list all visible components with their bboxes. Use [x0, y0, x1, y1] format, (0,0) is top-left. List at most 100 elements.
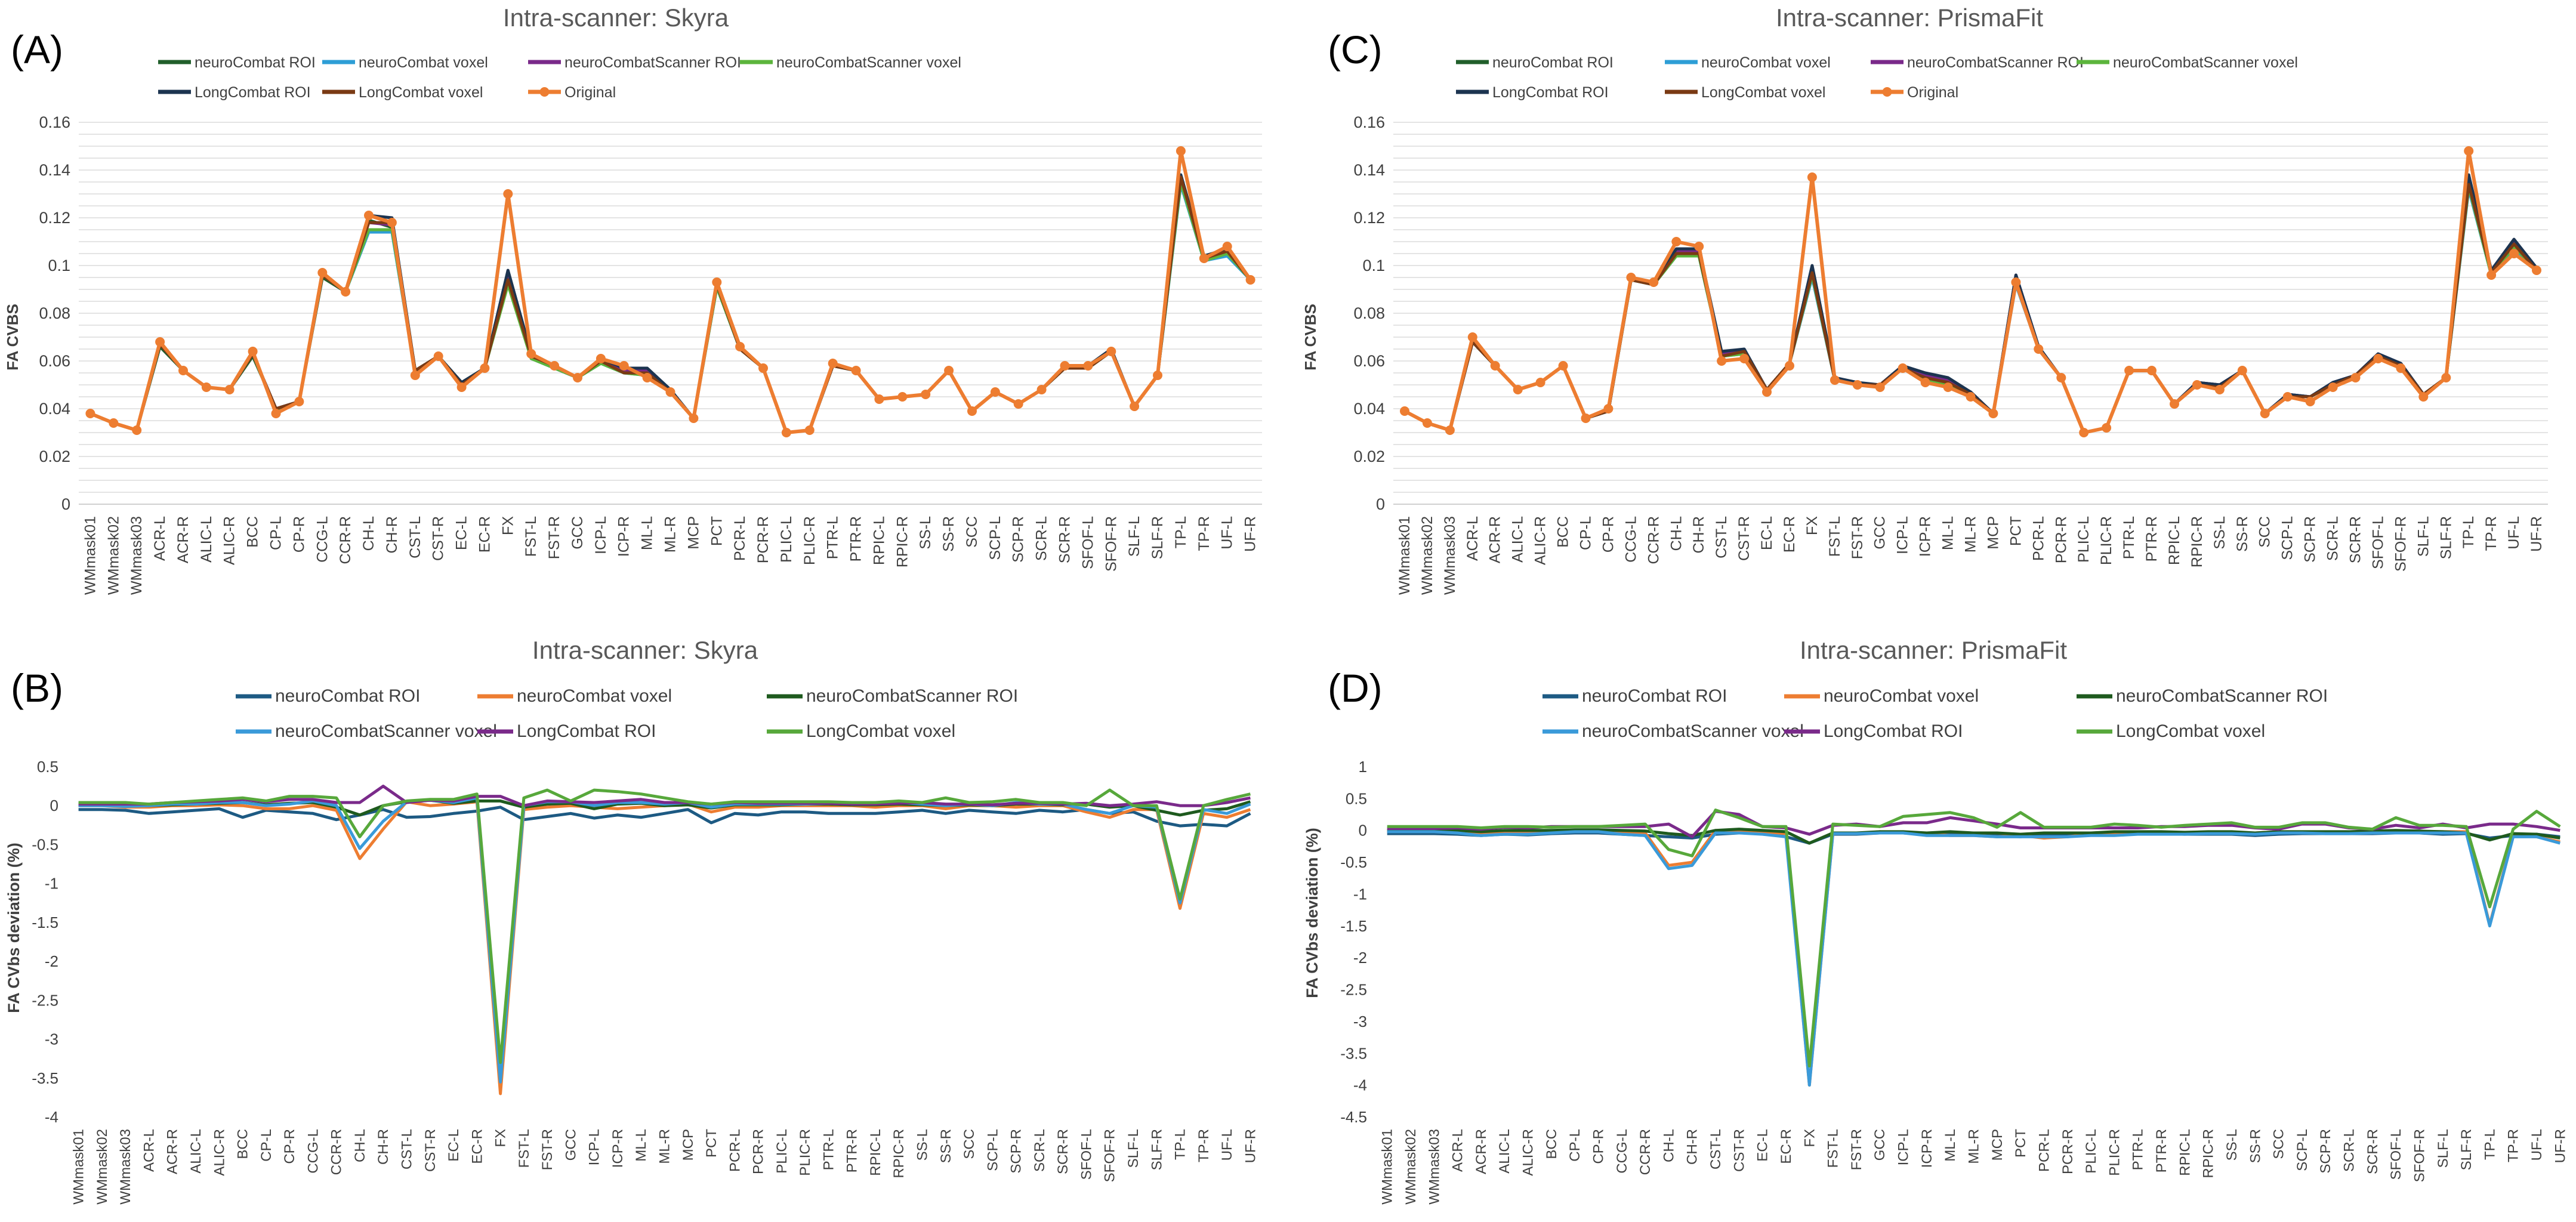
data-point	[758, 363, 768, 373]
x-tick-label: SFOF-L	[2370, 516, 2386, 569]
x-tick-label: SCC	[2257, 516, 2273, 548]
y-tick-label: -1	[45, 875, 58, 893]
data-point	[526, 349, 536, 359]
x-tick-label: FX	[499, 516, 516, 535]
y-tick-label: -1.5	[32, 914, 58, 931]
data-point	[317, 268, 328, 277]
y-tick-label: 0.02	[39, 448, 70, 465]
legend-label: neuroCombatScanner ROI	[1907, 54, 2084, 71]
x-tick-label: ICP-L	[587, 1129, 603, 1165]
data-point	[897, 392, 908, 402]
data-point	[387, 218, 397, 227]
data-point	[1199, 254, 1209, 263]
data-point	[132, 425, 142, 435]
legend-label: neuroCombat voxel	[1701, 54, 1831, 71]
data-point	[967, 406, 977, 416]
data-point	[2373, 354, 2383, 363]
x-tick-label: FST-L	[516, 1129, 532, 1168]
x-tick-label: PLIC-R	[2098, 516, 2115, 565]
x-tick-label: PTR-L	[820, 1129, 837, 1170]
y-tick-label: 0	[61, 495, 70, 513]
x-tick-label: FST-L	[523, 516, 539, 557]
legend-label: LongCombat ROI	[1492, 84, 1609, 101]
data-point	[1581, 413, 1591, 423]
data-point	[642, 373, 652, 382]
panel-B-y-axis-label: FA CVbs deviation (%)	[5, 843, 23, 1013]
panel-B-label: (B)	[11, 666, 63, 710]
y-tick-label: -4.5	[1340, 1108, 1367, 1126]
x-tick-label: PLIC-L	[2083, 1129, 2099, 1174]
data-point	[804, 425, 815, 435]
data-point	[2464, 146, 2474, 156]
data-point	[781, 428, 791, 437]
data-point	[828, 359, 838, 368]
data-point	[410, 371, 420, 380]
x-tick-label: CH-L	[1661, 1129, 1677, 1162]
x-tick-label: ML-L	[639, 516, 656, 550]
data-point	[1603, 404, 1614, 413]
x-tick-label: ICP-L	[593, 516, 609, 554]
x-tick-label: CST-R	[430, 516, 447, 561]
x-tick-label: PCR-R	[755, 516, 772, 563]
x-tick-label: WMmask01	[1380, 1129, 1396, 1205]
x-tick-label: FST-L	[1825, 1129, 1841, 1168]
legend-label: LongCombat ROI	[195, 84, 311, 101]
x-tick-label: PCR-R	[751, 1129, 767, 1174]
x-tick-label: PCT	[2007, 516, 2024, 546]
x-tick-label: SCR-R	[1055, 1129, 1071, 1174]
data-point	[2237, 366, 2247, 375]
x-tick-label: TP-R	[2483, 516, 2500, 551]
data-point	[2260, 409, 2270, 418]
x-tick-label: PLIC-R	[801, 516, 818, 565]
x-tick-label: SCC	[961, 1129, 977, 1159]
x-tick-label: CCR-R	[337, 516, 354, 564]
data-point	[1013, 399, 1023, 409]
x-tick-label: PLIC-R	[797, 1129, 813, 1176]
x-tick-label: CH-L	[1668, 516, 1685, 551]
x-tick-label: SS-L	[915, 1129, 931, 1161]
x-tick-label: SCR-R	[1057, 516, 1073, 563]
x-tick-label: SS-L	[2211, 516, 2228, 550]
data-point	[2509, 249, 2519, 258]
panel-C-label: (C)	[1328, 27, 1383, 72]
y-tick-label: 0.06	[39, 352, 70, 370]
x-tick-label: SLF-L	[2415, 516, 2432, 557]
legend-label: neuroCombat ROI	[195, 54, 316, 71]
legend-label: LongCombat ROI	[1824, 721, 1963, 741]
data-point	[1988, 409, 1998, 418]
data-point	[2418, 392, 2429, 402]
y-tick-label: 0.1	[48, 257, 70, 274]
x-tick-label: RPIC-R	[894, 516, 911, 567]
data-point	[1920, 378, 1930, 387]
x-tick-label: GCC	[563, 1129, 579, 1161]
x-tick-label: WMmask02	[1419, 516, 1436, 595]
data-point	[619, 361, 629, 371]
x-tick-label: SCR-R	[2365, 1129, 2381, 1174]
x-tick-label: TP-L	[1173, 1129, 1189, 1160]
data-point	[85, 409, 95, 418]
legend-label: neuroCombatScanner voxel	[275, 721, 497, 741]
data-point	[224, 385, 235, 394]
data-point	[689, 413, 699, 423]
x-tick-label: SFOF-R	[1103, 516, 1119, 572]
series-line	[78, 806, 1251, 828]
x-tick-label: ICP-L	[1895, 516, 1911, 554]
x-tick-label: MCP	[680, 1129, 696, 1161]
data-point	[1083, 361, 1093, 371]
panel-D-label: (D)	[1328, 666, 1383, 710]
y-tick-label: 0.16	[39, 113, 70, 131]
x-tick-label: ACR-L	[1464, 516, 1481, 561]
legend: neuroCombat ROI neuroCombat voxel neuroCom…	[1542, 686, 2328, 741]
x-tick-label: CP-L	[1578, 516, 1594, 550]
x-tick-label: CH-L	[352, 1129, 368, 1162]
x-tick-label: ALIC-L	[198, 516, 215, 563]
data-point	[1490, 361, 1500, 371]
x-tick-label: UF-R	[2528, 516, 2545, 552]
data-point	[1807, 172, 1817, 182]
y-tick-label: 0.08	[39, 304, 70, 322]
x-tick-label: SS-R	[2234, 516, 2251, 552]
data-point	[1943, 382, 1953, 392]
x-tick-label: MCP	[1985, 516, 2001, 550]
x-tick-label: CCR-R	[1637, 1129, 1653, 1175]
panel-D-y-axis-label: FA CVbs deviation (%)	[1303, 828, 1321, 998]
